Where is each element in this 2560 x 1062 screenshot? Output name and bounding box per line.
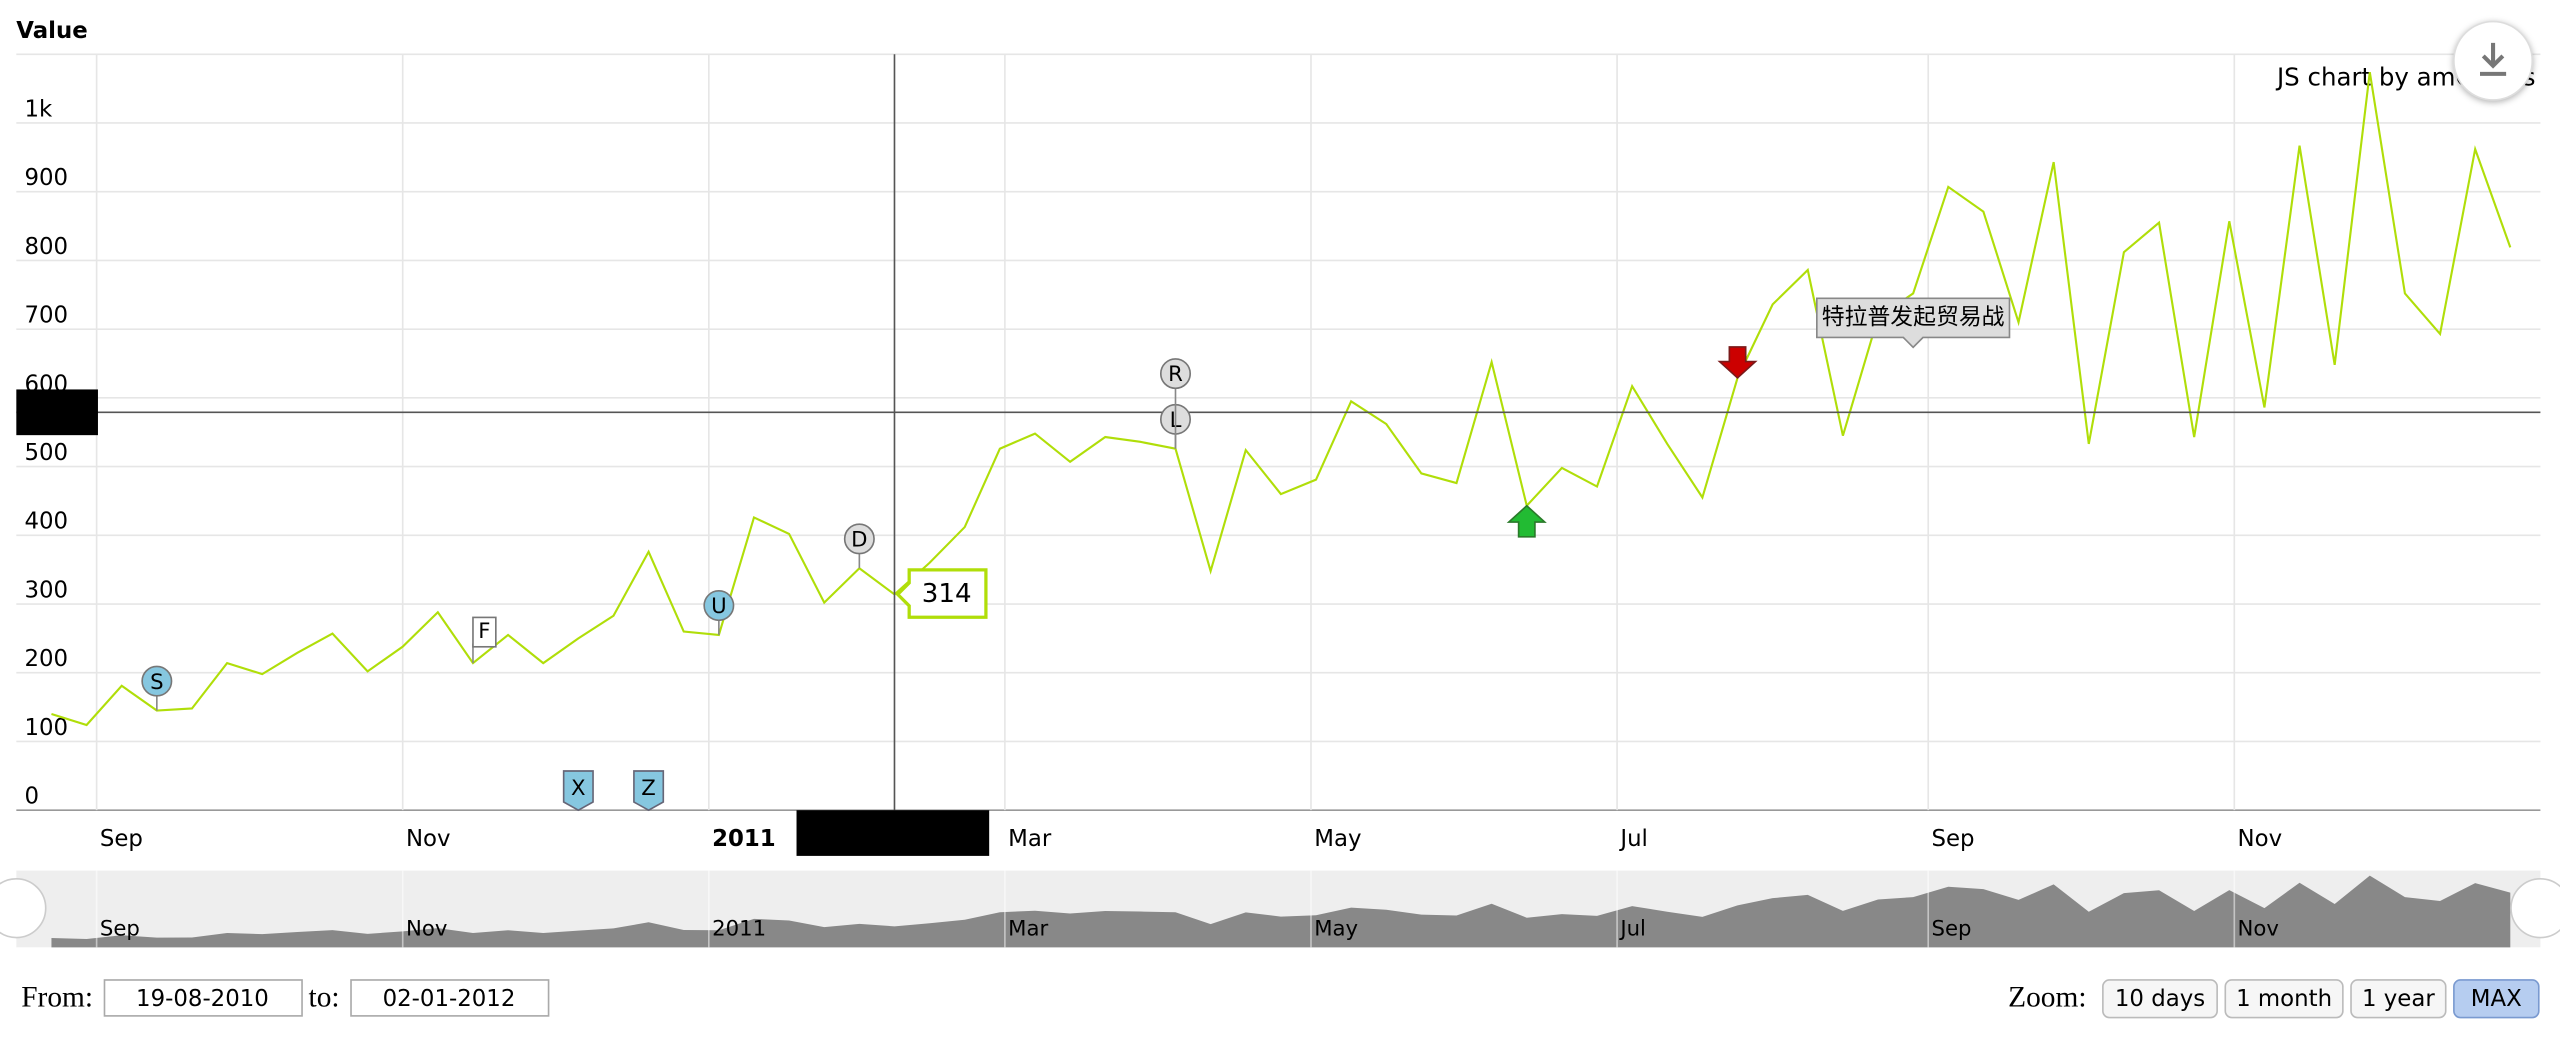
scrollbar-label: 2011 [712, 916, 766, 941]
to-input[interactable] [350, 979, 550, 1017]
zoom-button[interactable] [2453, 979, 2540, 1019]
zoom-button-label: 1 month [2236, 986, 2332, 1012]
scrollbar-label: Jul [1618, 916, 1646, 941]
y-axis-title: Value [16, 18, 87, 44]
x-tick-label: Sep [100, 826, 143, 852]
event-label: S [150, 670, 163, 695]
y-tick-label: 100 [24, 715, 68, 741]
from-input[interactable] [103, 979, 303, 1017]
cursor-date-box [796, 810, 990, 856]
event-marker: S [141, 665, 173, 711]
y-tick-label: 400 [24, 509, 68, 535]
event-marker [1506, 504, 1547, 538]
scrollbar-graph [51, 875, 2511, 948]
x-tick-label: Sep [1931, 826, 1974, 852]
scrollbar-label: Mar [1008, 916, 1048, 941]
scrollbar-handle-left[interactable] [0, 877, 47, 939]
y-tick-label: 200 [24, 646, 68, 672]
zoom-button-label: 10 days [2115, 986, 2205, 1012]
event-marker: U [703, 590, 735, 635]
x-tick-label: Nov [2238, 826, 2283, 852]
value-balloon [895, 568, 988, 619]
zoom-label: Zoom: [2008, 981, 2086, 1013]
zoom-button-label: 1 year [2362, 986, 2435, 1012]
event-arrow-down [1717, 346, 1758, 380]
cursor-date-label: Feb 07, 2011 [813, 817, 973, 846]
x-tick-label: May [1314, 826, 1361, 852]
y-tick-label: 500 [24, 440, 68, 466]
event-label: F [478, 619, 490, 644]
scrollbar-handle-right[interactable] [2510, 877, 2560, 939]
zoom-button[interactable] [2350, 979, 2447, 1019]
event-circle [1159, 358, 1192, 390]
value-balloon-label: 314 [922, 579, 972, 609]
x-tick-label: Mar [1008, 826, 1052, 852]
event-marker: X [562, 770, 594, 812]
event-label: U [711, 594, 727, 619]
y-tick-label: 900 [24, 165, 68, 191]
to-value: 02-01-2012 [383, 986, 516, 1012]
event-text-box [1816, 297, 2011, 349]
event-pin [562, 770, 594, 812]
scrollbar-label: Sep [1931, 916, 1971, 941]
event-flag [472, 616, 497, 648]
event-arrow-up [1506, 504, 1547, 538]
y-tick-label: 1k [24, 96, 53, 122]
zoom-button[interactable] [2102, 979, 2218, 1019]
from-value: 19-08-2010 [136, 986, 269, 1012]
event-label: Z [641, 776, 656, 801]
event-label: 特拉普发起贸易战 [1822, 304, 2005, 330]
cursor-value-box [16, 389, 98, 436]
y-tick-label: 800 [24, 234, 68, 260]
cursor-value-label: 579 [32, 397, 82, 427]
zoom-button[interactable] [2224, 979, 2344, 1019]
x-tick-label: Nov [406, 826, 451, 852]
event-marker: D [843, 523, 875, 569]
zoom-button-label: MAX [2471, 986, 2522, 1012]
price-line [51, 71, 2512, 727]
event-circle [141, 665, 173, 697]
scrollbar-label: Nov [406, 916, 447, 941]
scrollbar-label: May [1314, 916, 1358, 941]
event-label: D [851, 528, 867, 553]
event-pin [633, 770, 665, 812]
y-tick-label: 300 [24, 577, 68, 603]
event-label: R [1168, 362, 1183, 387]
event-marker: 特拉普发起贸易战 [1816, 297, 2011, 349]
scrollbar-label: Nov [2238, 916, 2279, 941]
y-tick-label: 0 [24, 784, 39, 810]
scrollbar-label: Sep [100, 916, 140, 941]
event-circle [843, 523, 875, 555]
y-tick-label: 700 [24, 303, 68, 329]
x-tick-label: 2011 [712, 826, 776, 852]
to-label: to: [309, 981, 340, 1013]
export-icon [2480, 42, 2507, 76]
event-label: X [571, 776, 586, 801]
x-tick-label: Jul [1618, 826, 1648, 852]
event-marker: R [1159, 358, 1192, 449]
event-marker [1717, 346, 1758, 380]
from-label: From: [21, 981, 93, 1013]
event-marker: F [472, 616, 497, 664]
event-circle [703, 590, 735, 622]
event-marker: Z [633, 770, 665, 812]
